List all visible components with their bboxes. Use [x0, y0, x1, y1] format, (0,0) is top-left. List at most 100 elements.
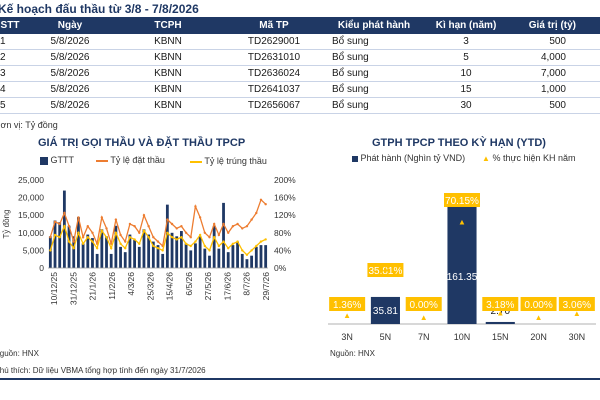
bid-ratio-point	[105, 227, 108, 230]
y-tick-left: 5,000	[23, 245, 45, 255]
bid-ratio-point	[86, 225, 89, 228]
bid-ratio-point	[128, 222, 132, 226]
y-tick-left: 15,000	[18, 210, 44, 220]
cell-issue-type: Bổ sung	[326, 65, 422, 82]
legend-win-ratio: Tỷ lệ trúng thầu	[190, 156, 267, 166]
col-header-bond-code: Mã TP	[222, 17, 326, 34]
cell-term: 30	[422, 97, 510, 114]
bid-ratio-point	[49, 236, 52, 239]
bid-ratio-point	[58, 222, 61, 226]
bid-ratio-point	[53, 220, 57, 223]
win-ratio-point	[77, 231, 80, 234]
bid-ratio-point	[156, 240, 160, 243]
win-ratio-point	[231, 242, 235, 245]
legend-issuance: Phát hành (Nghìn tỷ VND)	[352, 153, 465, 163]
win-ratio-point	[67, 240, 71, 243]
legend-plan-pct-label: % thực hiện KH năm	[492, 153, 576, 163]
gttt-bar	[180, 231, 183, 268]
gttt-bar	[240, 253, 244, 268]
issuance-bar	[370, 296, 400, 324]
bid-ratio-point	[227, 231, 230, 234]
cell-value: 500	[510, 97, 600, 114]
cell-date: 5/8/2026	[26, 49, 114, 66]
col-header-value: Giá trị (tỷ)	[510, 17, 600, 34]
plan-pct-label-box	[444, 193, 480, 207]
x-tick-label: 21/1/26	[88, 272, 98, 301]
gttt-bar	[91, 238, 94, 268]
footer-rule	[0, 378, 600, 380]
category-label: 3N	[341, 332, 353, 342]
bid-ratio-point	[67, 225, 71, 228]
legend-issuance-label: Phát hành (Nghìn tỷ VND)	[360, 153, 466, 163]
gttt-bar	[208, 255, 211, 268]
cell-term: 15	[422, 81, 510, 98]
gttt-bar	[119, 246, 122, 268]
plan-pct-label: 1.36%	[333, 300, 361, 311]
left-chart-svg: 25,000 20,000 15,000 10,000 5,000 0 200% 160% 12…	[2, 175, 296, 305]
x-tick-label: 31/12/25	[68, 272, 78, 305]
legend-gttt: GTTT	[40, 155, 74, 165]
cell-date: 5/8/2026	[26, 97, 114, 114]
legend-plan-pct: ▲ % thực hiện KH năm	[482, 153, 576, 163]
win-ratio-point	[227, 247, 230, 250]
category-label: 10N	[454, 332, 471, 342]
gttt-bar	[81, 243, 85, 268]
right-chart-svg: 1.36%▲3N35.8135.81%▲5N0.00%▲7N161.3570.1…	[328, 193, 596, 342]
cell-date: 5/8/2026	[26, 65, 114, 82]
y-tick-right: 160%	[274, 193, 296, 203]
win-ratio-point	[189, 244, 192, 248]
win-ratio-point	[184, 242, 188, 245]
win-ratio-point	[53, 233, 57, 237]
plan-pct-label: 0.00%	[410, 300, 438, 311]
cell-issue-type: Bổ sung	[326, 49, 422, 66]
gttt-bar	[198, 236, 202, 268]
cell-term: 3	[422, 34, 510, 50]
gttt-bar	[67, 225, 71, 268]
gttt-bar	[86, 234, 90, 268]
win-ratio-point	[91, 240, 94, 243]
win-ratio-point	[161, 249, 164, 252]
gttt-bar	[62, 190, 66, 268]
legend-bar-swatch	[40, 156, 48, 165]
issuance-value-label: 161.35	[447, 272, 478, 283]
legend-plan-pct-marker: ▲	[482, 154, 490, 163]
bid-ratio-point	[245, 225, 249, 228]
win-ratio-point	[105, 236, 108, 239]
cell-bond-code: TD2636024	[222, 65, 326, 82]
bid-ratio-point	[175, 227, 178, 230]
plan-pct-label-box	[329, 297, 366, 311]
bid-ratio-point	[217, 233, 221, 237]
bid-ratio-point	[259, 198, 263, 201]
plan-pct-marker: ▲	[535, 313, 543, 322]
right-chart-title: GTPH TPCP THEO KỲ HẠN (YTD)	[372, 137, 546, 149]
bid-ratio-point	[91, 231, 94, 234]
data-note: Chú thích: Dữ liệu VBMA tổng hợp tính đế…	[0, 366, 206, 375]
x-tick-label: 6/5/26	[184, 272, 194, 296]
plan-pct-marker: ▲	[381, 264, 389, 273]
bid-ratio-point	[208, 236, 211, 239]
bid-ratio-point	[170, 222, 174, 226]
issuance-value-label: 2.70	[491, 306, 511, 317]
gttt-bar	[165, 204, 169, 268]
cell-stt: 1	[0, 34, 26, 50]
x-tick-label: 29/7/26	[261, 272, 271, 301]
plan-pct-label-box	[520, 297, 557, 311]
left-chart-source: Nguồn: HNX	[0, 349, 39, 358]
cell-stt: 3	[0, 65, 26, 82]
gttt-bar	[72, 236, 76, 268]
cell-term: 5	[422, 49, 510, 66]
cell-issuer: KBNN	[114, 34, 222, 50]
y-tick-left: 10,000	[18, 228, 44, 238]
y-axis-label: Tỷ đồng	[2, 210, 11, 239]
win-ratio-point	[63, 225, 66, 228]
bid-ratio-point	[119, 233, 122, 237]
plan-pct-label: 0.00%	[524, 300, 552, 311]
table-row: 1 5/8/2026 KBNN TD2629001 Bổ sung 3 500	[0, 34, 600, 50]
cell-issuer: KBNN	[114, 81, 222, 98]
cell-issuer: KBNN	[114, 49, 222, 66]
x-tick-label: 27/5/26	[203, 272, 213, 301]
bid-ratio-point	[212, 222, 216, 226]
table-row: 5 5/8/2026 KBNN TD2656067 Bổ sung 30 500	[0, 97, 600, 114]
plan-pct-label-box	[482, 297, 519, 311]
bid-ratio-point	[264, 203, 267, 206]
